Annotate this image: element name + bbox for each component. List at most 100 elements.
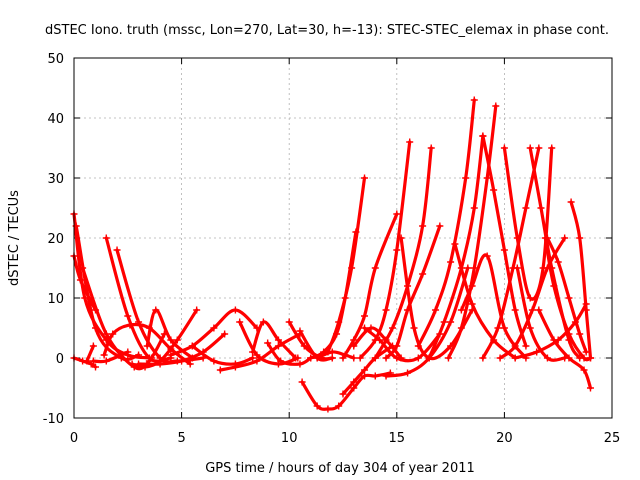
- data-point-marker: [457, 324, 465, 332]
- series-36: [479, 144, 543, 362]
- data-point-marker: [113, 246, 121, 254]
- data-point-marker: [427, 144, 435, 152]
- y-axis-label: dSTEC / TECUs: [7, 190, 22, 286]
- data-point-marker: [576, 330, 584, 338]
- data-point-marker: [298, 378, 306, 386]
- data-point-marker: [367, 324, 375, 332]
- data-point-marker: [522, 204, 530, 212]
- data-point-marker: [231, 363, 239, 371]
- data-point-marker: [554, 336, 562, 344]
- data-point-marker: [500, 324, 508, 332]
- series-30: [414, 96, 478, 350]
- data-point-marker: [188, 342, 196, 350]
- data-point-marker: [339, 390, 347, 398]
- data-point-marker: [249, 348, 257, 356]
- x-tick-label: 5: [177, 431, 185, 446]
- y-tick-label: 40: [47, 112, 64, 127]
- data-point-marker: [313, 354, 321, 362]
- data-point-marker: [152, 306, 160, 314]
- data-point-marker: [328, 348, 336, 356]
- data-point-marker: [274, 342, 282, 350]
- data-point-marker: [565, 294, 573, 302]
- data-point-marker: [135, 351, 143, 359]
- data-point-marker: [567, 198, 575, 206]
- data-point-marker: [470, 204, 478, 212]
- data-point-marker: [210, 357, 218, 365]
- data-point-marker: [274, 336, 282, 344]
- data-point-marker: [167, 336, 175, 344]
- data-point-marker: [425, 354, 433, 362]
- data-point-marker: [511, 342, 519, 350]
- data-point-marker: [513, 234, 521, 242]
- x-tick-label: 20: [496, 431, 513, 446]
- data-point-marker: [376, 336, 384, 344]
- data-point-marker: [386, 369, 394, 377]
- data-point-marker: [462, 174, 470, 182]
- series-48: [313, 348, 358, 362]
- series-line: [266, 341, 313, 366]
- y-tick-label: 50: [47, 52, 64, 67]
- data-point-marker: [535, 306, 543, 314]
- data-point-marker: [210, 324, 218, 332]
- data-point-marker: [511, 354, 519, 362]
- data-point-marker: [76, 276, 84, 284]
- data-point-marker: [328, 354, 336, 362]
- data-point-marker: [292, 354, 300, 362]
- data-point-marker: [79, 264, 87, 272]
- plot-frame: [73, 57, 613, 419]
- data-point-marker: [109, 330, 117, 338]
- data-point-marker: [335, 318, 343, 326]
- tick-labels: 0 5 10 15 20 25 -10 0 10 20 30 40 50: [43, 52, 621, 446]
- y-tick-label: 0: [56, 352, 64, 367]
- data-point-marker: [92, 363, 100, 371]
- data-point-marker: [457, 306, 465, 314]
- data-point-marker: [580, 366, 588, 374]
- data-point-marker: [419, 270, 427, 278]
- data-point-marker: [307, 354, 315, 362]
- data-point-marker: [313, 402, 321, 410]
- data-point-marker: [221, 330, 229, 338]
- data-point-marker: [576, 234, 584, 242]
- data-point-marker: [533, 348, 541, 356]
- data-point-marker: [145, 354, 153, 362]
- data-point-marker: [479, 354, 487, 362]
- data-point-marker: [231, 306, 239, 314]
- data-point-marker: [511, 306, 519, 314]
- series-line: [238, 320, 300, 366]
- data-point-marker: [528, 306, 536, 314]
- data-point-marker: [382, 354, 390, 362]
- data-point-marker: [468, 300, 476, 308]
- data-point-marker: [186, 360, 194, 368]
- data-point-marker: [156, 360, 164, 368]
- data-point-marker: [526, 294, 534, 302]
- series-44: [567, 198, 594, 362]
- data-point-marker: [539, 264, 547, 272]
- series-line: [515, 266, 567, 362]
- data-point-marker: [89, 342, 97, 350]
- data-point-marker: [277, 357, 285, 365]
- series-line: [190, 344, 255, 366]
- data-point-marker: [393, 210, 401, 218]
- data-point-marker: [371, 264, 379, 272]
- data-point-marker: [324, 405, 332, 413]
- series-50: [350, 324, 405, 362]
- data-point-marker: [371, 354, 379, 362]
- data-point-marker: [496, 354, 504, 362]
- series-group: [70, 96, 594, 413]
- series-35: [479, 132, 530, 350]
- data-point-marker: [513, 264, 521, 272]
- data-point-marker: [444, 354, 452, 362]
- series-45: [382, 264, 472, 380]
- data-point-marker: [479, 132, 487, 140]
- series-15: [188, 342, 257, 368]
- series-6: [83, 342, 97, 365]
- y-tick-label: 20: [47, 232, 64, 247]
- data-point-marker: [356, 354, 364, 362]
- data-point-marker: [526, 324, 534, 332]
- data-point-marker: [468, 282, 476, 290]
- data-point-marker: [526, 144, 534, 152]
- data-point-marker: [494, 324, 502, 332]
- data-point-marker: [565, 354, 573, 362]
- y-tick-label: 10: [47, 292, 64, 307]
